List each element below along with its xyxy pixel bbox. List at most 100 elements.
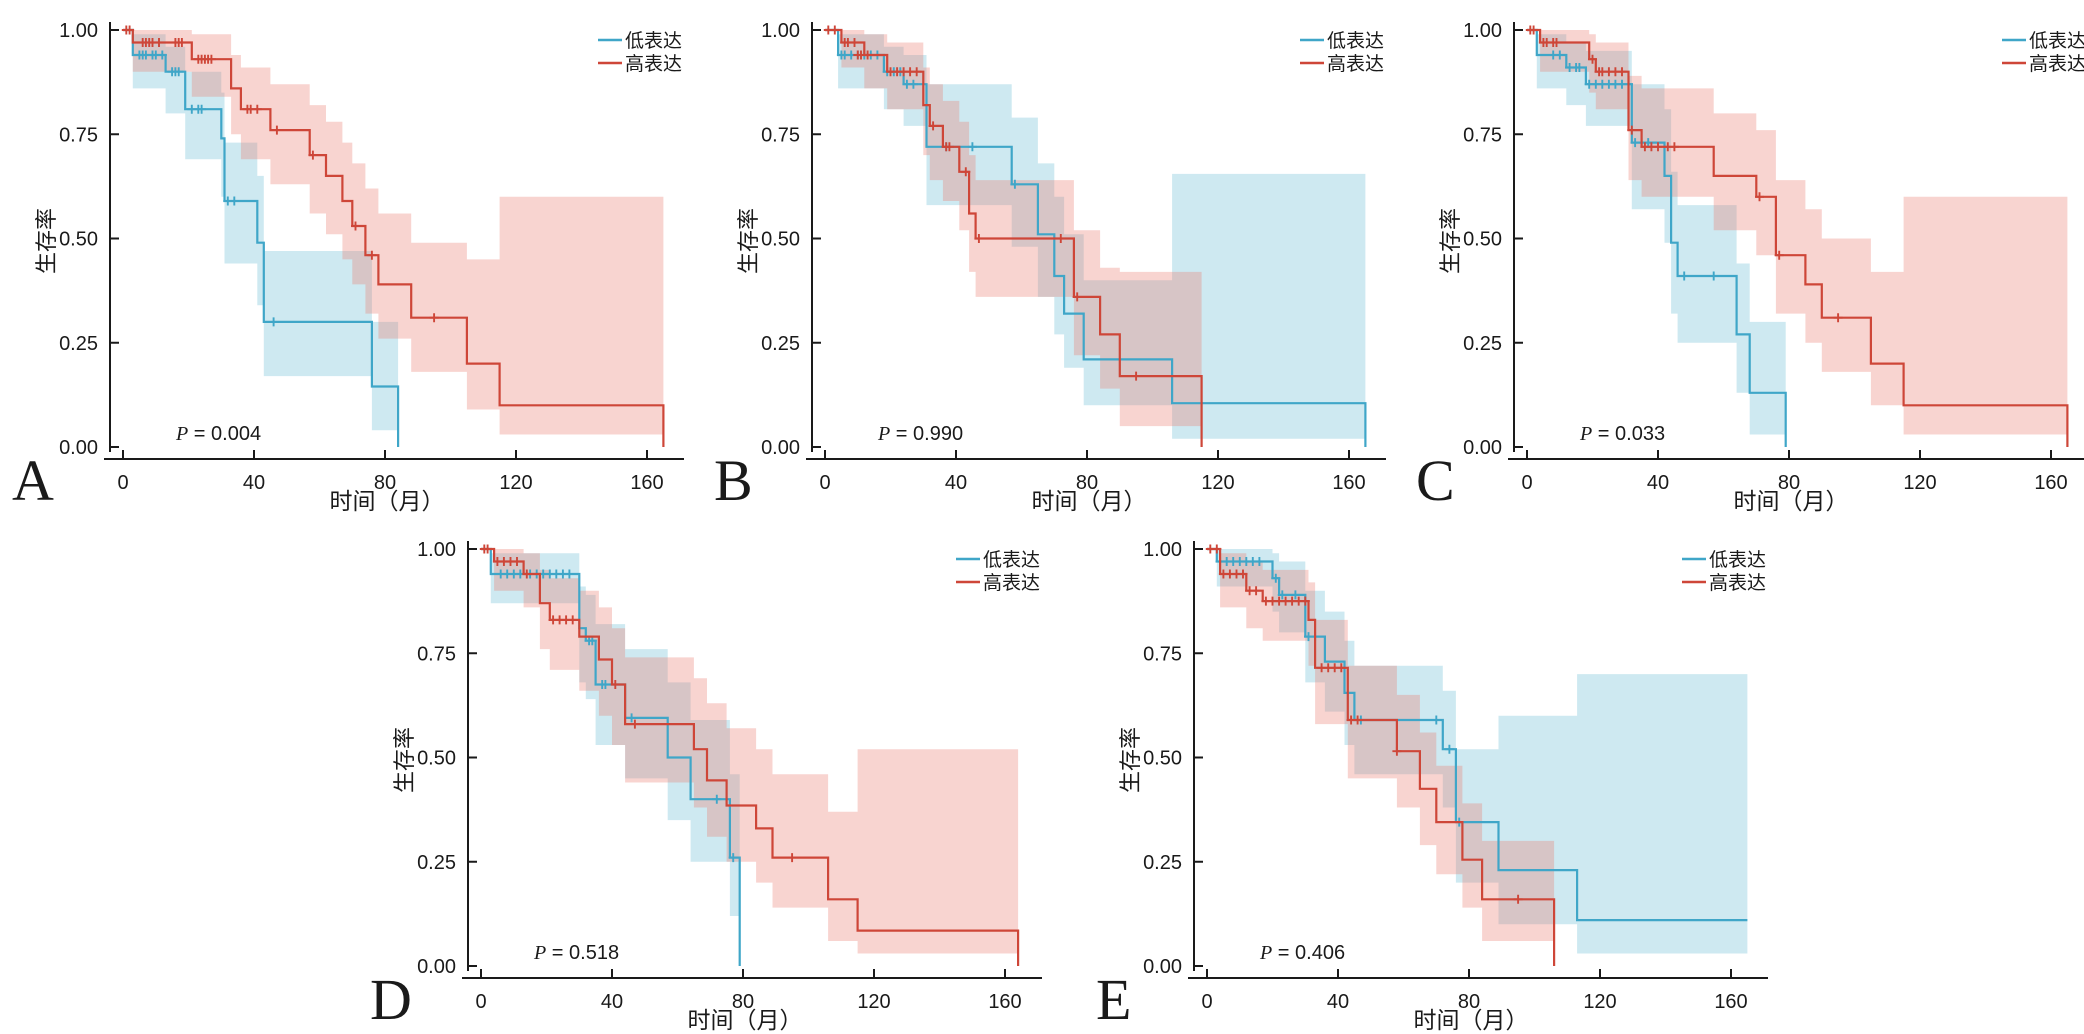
panel-E: 1.00 0.75 0.50 0.25 0.00 0 40 80 120 160 生存率 时间（月） 低… [1084,519,1784,1034]
survival-curve-low [1527,28,1787,447]
y-tick-label: 0.50 [1143,748,1182,770]
censor-marks-high [1205,544,1523,904]
y-tick-label: 1.00 [1143,539,1182,561]
x-tick-label: 80 [1778,472,1800,494]
y-tick-label: 1.00 [59,20,98,42]
y-axis-label: 生存率 [1118,727,1143,793]
x-tick-label: 160 [1332,472,1365,494]
y-axis-label: 生存率 [736,208,761,274]
y-tick-label: 1.00 [1463,20,1502,42]
y-tick-label: 0.25 [417,852,456,874]
x-tick-label: 120 [499,472,532,494]
panel-B: 1.00 0.75 0.50 0.25 0.00 0 40 80 120 160 生存率 时间（月） 低… [702,0,1402,515]
panel-letter: E [1096,967,1131,1032]
y-tick-label: 0.00 [417,956,456,978]
ci-band-high [1527,30,2068,435]
panel-letter: B [714,448,753,513]
legend-label-high: 高表达 [1327,53,1384,75]
x-axis-label: 时间（月） [1414,1008,1529,1033]
x-tick-label: 120 [857,991,890,1013]
y-tick-label: 0.25 [1463,333,1502,355]
x-tick-label: 0 [819,472,830,494]
p-value-label: P = 0.033 [1579,423,1665,445]
y-tick-label: 0.25 [1143,852,1182,874]
y-tick-label: 0.00 [1143,956,1182,978]
legend-label-low: 低表达 [1327,30,1384,52]
panel-D: 1.00 0.75 0.50 0.25 0.00 0 40 80 120 160 生存率 时间（月） 低… [358,519,1058,1034]
panel-letter: D [370,967,412,1032]
x-tick-label: 160 [1714,991,1747,1013]
p-value-label: P = 0.004 [175,423,261,445]
x-tick-label: 0 [1521,472,1532,494]
x-tick-label: 80 [1076,472,1098,494]
y-tick-label: 0.00 [59,437,98,459]
legend-label-high: 高表达 [1709,572,1766,594]
legend-label-low: 低表达 [625,30,682,52]
y-axis-label: 生存率 [392,727,417,793]
x-axis-label: 时间（月） [688,1008,803,1033]
y-tick-label: 1.00 [417,539,456,561]
panel-letter: C [1416,448,1455,513]
survival-curve-high [123,28,665,447]
censor-marks-high [479,544,797,863]
panel-A: 1.00 0.75 0.50 0.25 0.00 0 40 80 120 160 生存率 时间（月） 低… [0,0,700,515]
y-tick-label: 0.75 [1463,124,1502,146]
y-tick-label: 0.75 [1143,643,1182,665]
ci-band-low [825,30,1366,439]
y-tick-label: 1.00 [761,20,800,42]
x-tick-label: 0 [475,991,486,1013]
x-tick-label: 120 [1583,991,1616,1013]
x-tick-label: 120 [1201,472,1234,494]
x-tick-label: 0 [117,472,128,494]
y-tick-label: 0.00 [761,437,800,459]
y-axis-label: 生存率 [34,208,59,274]
ci-band-high [1207,549,1555,941]
legend-label-high: 高表达 [625,53,682,75]
censor-marks-high [1525,25,1843,323]
survival-curve-low [1207,547,1748,922]
censor-marks-low [134,50,279,327]
ci-band-low [481,549,740,916]
y-tick-label: 0.50 [59,229,98,251]
censor-marks-high [823,25,1141,381]
legend-label-high: 高表达 [983,572,1040,594]
legend-label-low: 低表达 [983,549,1040,571]
y-axis-label: 生存率 [1438,208,1463,274]
y-tick-label: 0.75 [59,124,98,146]
x-tick-label: 160 [630,472,663,494]
ci-band-high [481,549,1019,954]
panel-letter: A [12,448,54,513]
y-tick-label: 0.75 [417,643,456,665]
ci-band-low [1527,30,1786,435]
ci-band-high [123,30,664,435]
x-axis-label: 时间（月） [330,489,445,514]
p-value-label: P = 0.518 [533,942,619,964]
y-tick-label: 0.50 [417,748,456,770]
x-tick-label: 40 [243,472,265,494]
y-tick-label: 0.00 [1463,437,1502,459]
x-tick-label: 40 [945,472,967,494]
y-tick-label: 0.25 [761,333,800,355]
y-tick-label: 0.50 [761,229,800,251]
x-tick-label: 80 [1458,991,1480,1013]
p-value-label: P = 0.990 [877,423,963,445]
x-axis-label: 时间（月） [1734,489,1849,514]
x-tick-label: 40 [601,991,623,1013]
x-tick-label: 80 [374,472,396,494]
survival-curve-high [481,547,1020,966]
ci-band-low [123,30,399,447]
x-tick-label: 160 [988,991,1021,1013]
survival-curve-low [825,28,1367,447]
